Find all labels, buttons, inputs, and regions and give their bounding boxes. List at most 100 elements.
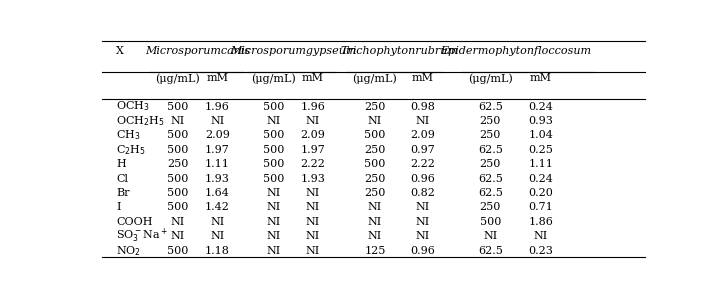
Text: 500: 500 — [364, 131, 386, 141]
Text: 500: 500 — [480, 217, 501, 227]
Text: NI: NI — [415, 217, 430, 227]
Text: 0.82: 0.82 — [410, 188, 435, 198]
Text: X: X — [116, 46, 124, 56]
Text: SO$_3^-$Na$^+$: SO$_3^-$Na$^+$ — [116, 227, 168, 245]
Text: Epidermophytonfloccosum: Epidermophytonfloccosum — [440, 46, 591, 56]
Text: Cl: Cl — [116, 174, 128, 184]
Text: 2.09: 2.09 — [205, 131, 230, 141]
Text: 1.42: 1.42 — [205, 203, 230, 213]
Text: 1.96: 1.96 — [205, 102, 230, 112]
Text: 2.09: 2.09 — [410, 131, 435, 141]
Text: 1.93: 1.93 — [205, 174, 230, 184]
Text: 0.97: 0.97 — [410, 145, 435, 155]
Text: (μg/mL): (μg/mL) — [468, 73, 513, 83]
Text: 500: 500 — [167, 131, 189, 141]
Text: 250: 250 — [364, 102, 386, 112]
Text: 2.22: 2.22 — [301, 159, 325, 169]
Text: 0.93: 0.93 — [529, 116, 553, 126]
Text: NI: NI — [483, 231, 497, 241]
Text: NI: NI — [368, 231, 382, 241]
Text: NI: NI — [266, 231, 281, 241]
Text: Trichophytonrubrum: Trichophytonrubrum — [340, 46, 458, 56]
Text: 62.5: 62.5 — [478, 102, 502, 112]
Text: NI: NI — [211, 231, 224, 241]
Text: 500: 500 — [167, 145, 189, 155]
Text: 0.24: 0.24 — [529, 174, 553, 184]
Text: 1.96: 1.96 — [301, 102, 325, 112]
Text: CH$_3$: CH$_3$ — [116, 128, 141, 142]
Text: NI: NI — [171, 217, 185, 227]
Text: NI: NI — [211, 116, 224, 126]
Text: 250: 250 — [480, 159, 501, 169]
Text: (μg/mL): (μg/mL) — [353, 73, 397, 83]
Text: 0.71: 0.71 — [529, 203, 553, 213]
Text: I: I — [116, 203, 121, 213]
Text: 250: 250 — [364, 145, 386, 155]
Text: 500: 500 — [263, 159, 285, 169]
Text: mM: mM — [206, 73, 229, 83]
Text: C$_2$H$_5$: C$_2$H$_5$ — [116, 143, 146, 157]
Text: NI: NI — [266, 188, 281, 198]
Text: 500: 500 — [167, 203, 189, 213]
Text: NI: NI — [306, 188, 320, 198]
Text: 500: 500 — [167, 174, 189, 184]
Text: 2.09: 2.09 — [301, 131, 325, 141]
Text: (μg/mL): (μg/mL) — [155, 73, 200, 83]
Text: NI: NI — [306, 116, 320, 126]
Text: 62.5: 62.5 — [478, 188, 502, 198]
Text: 1.97: 1.97 — [205, 145, 229, 155]
Text: 0.25: 0.25 — [529, 145, 553, 155]
Text: 250: 250 — [167, 159, 189, 169]
Text: OCH$_2$H$_5$: OCH$_2$H$_5$ — [116, 114, 165, 128]
Text: 0.23: 0.23 — [529, 246, 553, 256]
Text: NI: NI — [171, 116, 185, 126]
Text: NI: NI — [415, 203, 430, 213]
Text: 62.5: 62.5 — [478, 174, 502, 184]
Text: 125: 125 — [364, 246, 386, 256]
Text: 0.98: 0.98 — [410, 102, 435, 112]
Text: 500: 500 — [364, 159, 386, 169]
Text: 1.97: 1.97 — [301, 145, 325, 155]
Text: NI: NI — [306, 203, 320, 213]
Text: 250: 250 — [364, 174, 386, 184]
Text: 2.22: 2.22 — [410, 159, 435, 169]
Text: Br: Br — [116, 188, 129, 198]
Text: NI: NI — [306, 246, 320, 256]
Text: 500: 500 — [263, 131, 285, 141]
Text: NI: NI — [534, 231, 548, 241]
Text: 1.11: 1.11 — [529, 159, 553, 169]
Text: 500: 500 — [167, 188, 189, 198]
Text: 250: 250 — [480, 203, 501, 213]
Text: NI: NI — [368, 217, 382, 227]
Text: 250: 250 — [480, 116, 501, 126]
Text: (μg/mL): (μg/mL) — [251, 73, 296, 83]
Text: Microsporumcanis: Microsporumcanis — [145, 46, 250, 56]
Text: NI: NI — [306, 231, 320, 241]
Text: NI: NI — [171, 231, 185, 241]
Text: mM: mM — [530, 73, 552, 83]
Text: NI: NI — [368, 116, 382, 126]
Text: 1.18: 1.18 — [205, 246, 230, 256]
Text: 250: 250 — [364, 188, 386, 198]
Text: 1.04: 1.04 — [529, 131, 553, 141]
Text: NO$_2$: NO$_2$ — [116, 244, 141, 258]
Text: 0.96: 0.96 — [410, 246, 435, 256]
Text: 62.5: 62.5 — [478, 246, 502, 256]
Text: NI: NI — [266, 116, 281, 126]
Text: NI: NI — [368, 203, 382, 213]
Text: NI: NI — [266, 203, 281, 213]
Text: mM: mM — [412, 73, 433, 83]
Text: 0.24: 0.24 — [529, 102, 553, 112]
Text: NI: NI — [266, 246, 281, 256]
Text: COOH: COOH — [116, 217, 152, 227]
Text: 250: 250 — [480, 131, 501, 141]
Text: 500: 500 — [167, 246, 189, 256]
Text: 500: 500 — [167, 102, 189, 112]
Text: 500: 500 — [263, 174, 285, 184]
Text: NI: NI — [415, 116, 430, 126]
Text: 1.11: 1.11 — [205, 159, 230, 169]
Text: 0.96: 0.96 — [410, 174, 435, 184]
Text: 1.64: 1.64 — [205, 188, 230, 198]
Text: NI: NI — [211, 217, 224, 227]
Text: mM: mM — [302, 73, 324, 83]
